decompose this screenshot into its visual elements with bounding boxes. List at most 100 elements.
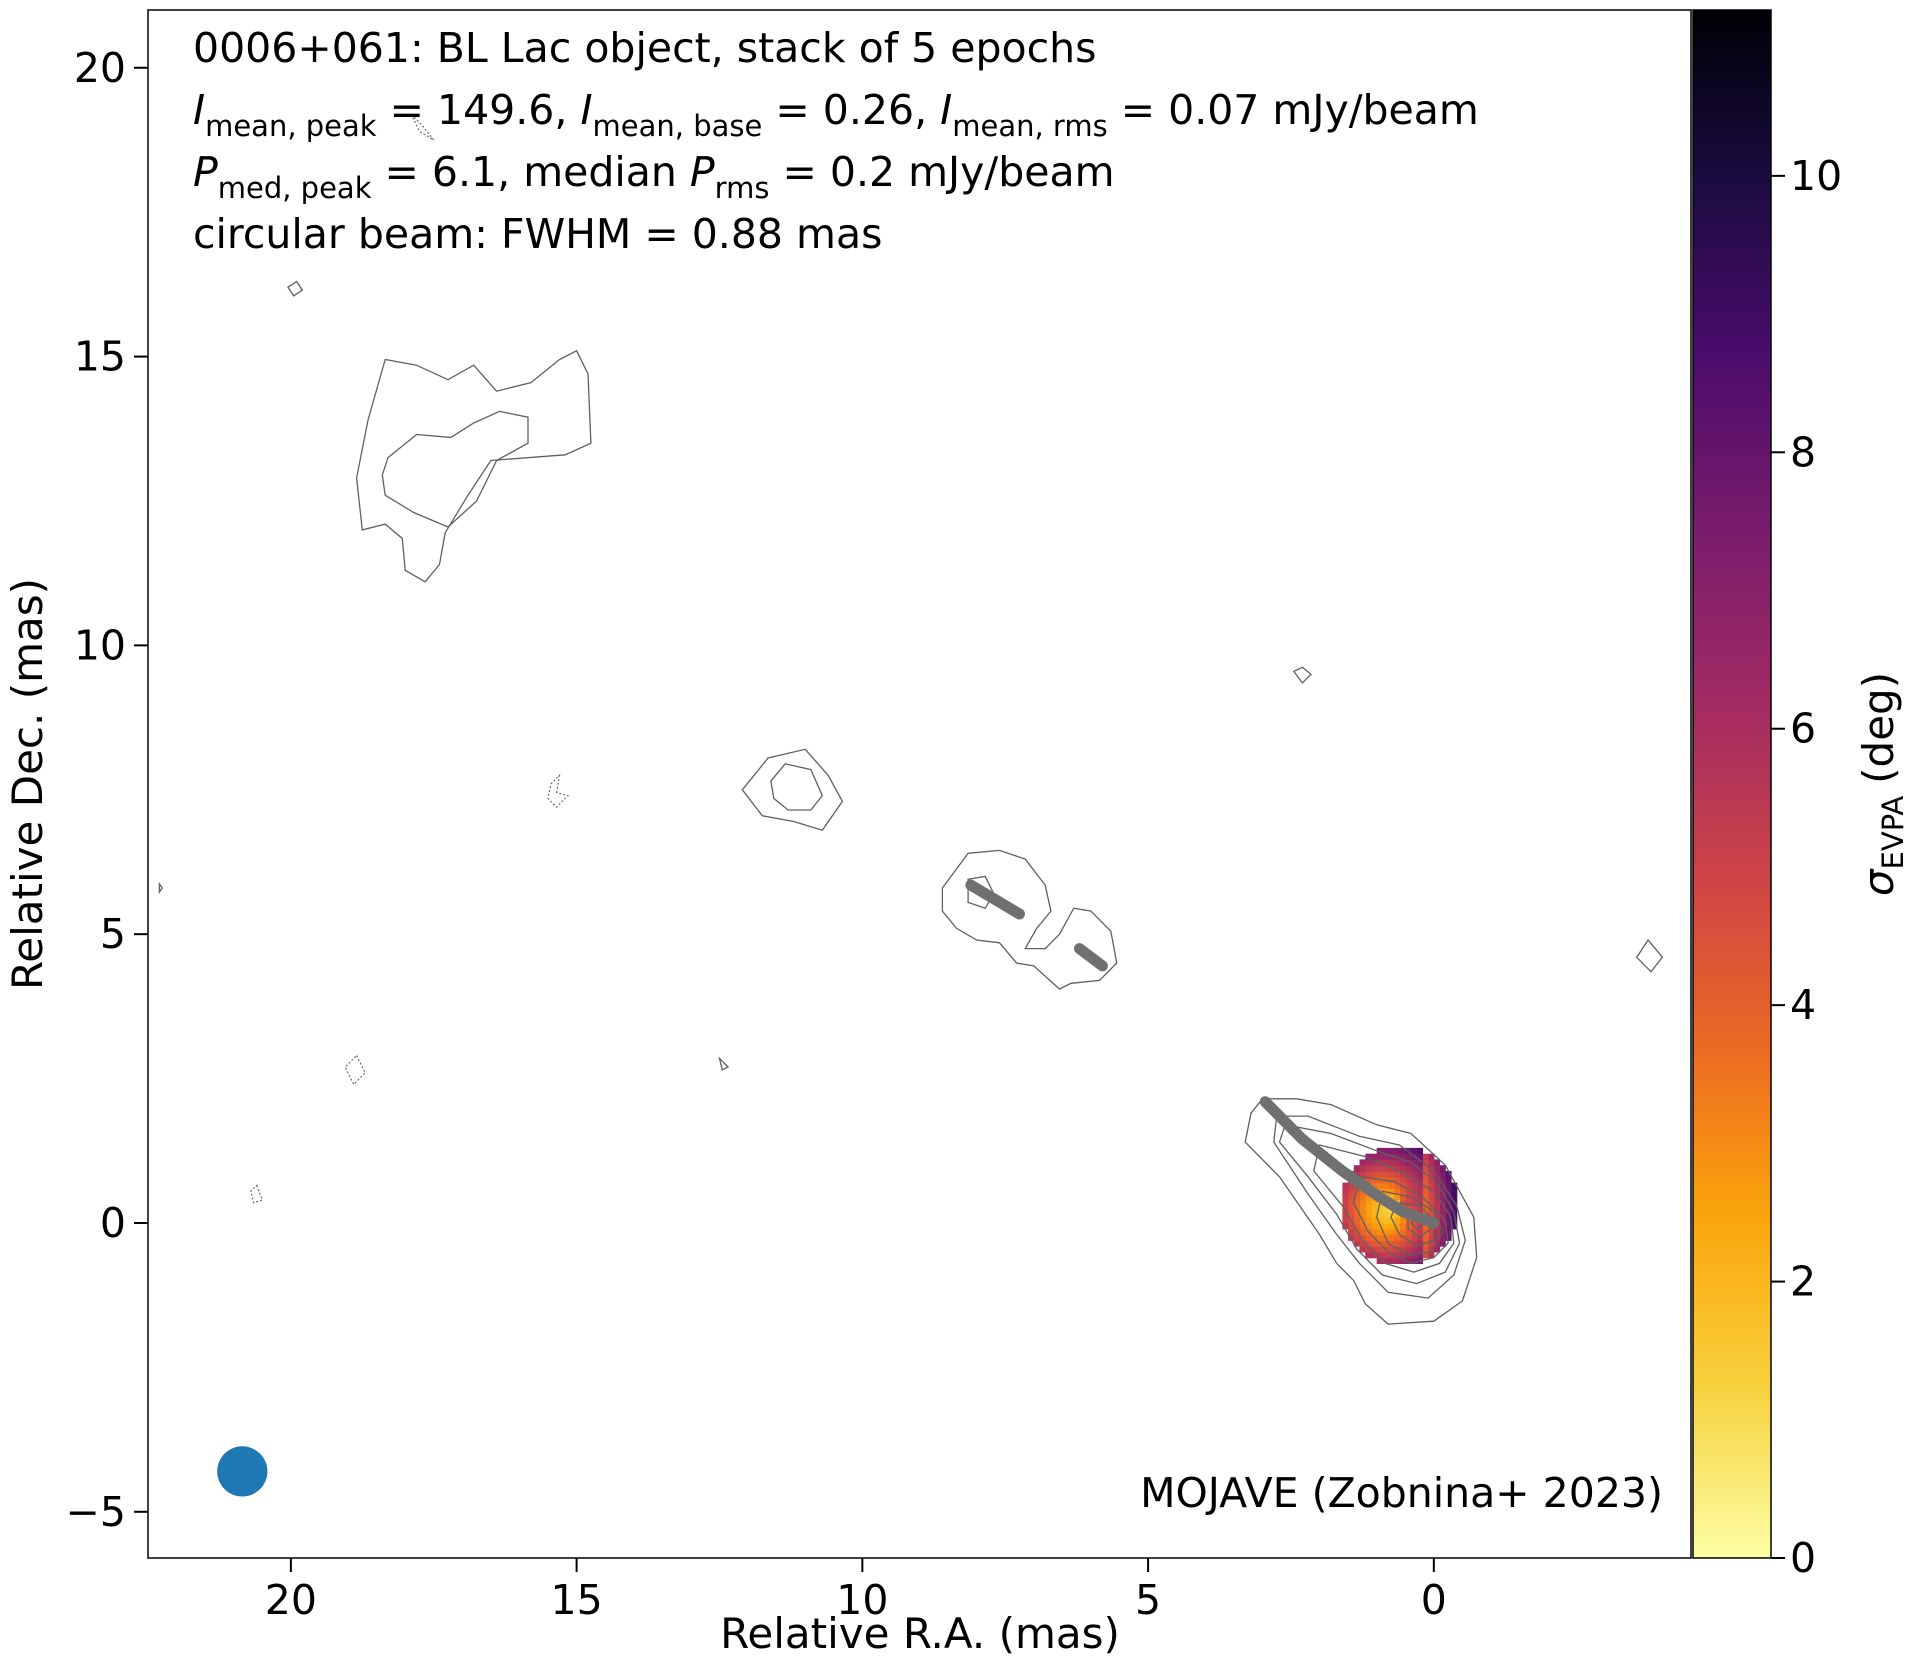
contour-line-negative — [410, 113, 435, 141]
sigma-evpa-pixel — [1371, 1176, 1378, 1184]
sigma-evpa-pixel — [1433, 1194, 1441, 1201]
sigma-evpa-pixel — [1422, 1251, 1429, 1259]
y-axis-ticks: −5 0 5 10 15 20 — [66, 44, 148, 1536]
sigma-evpa-pixel — [1428, 1171, 1435, 1178]
sigma-evpa-pixel — [1433, 1171, 1441, 1178]
sigma-evpa-pixel — [1388, 1234, 1395, 1241]
sigma-evpa-pixel — [1376, 1217, 1383, 1224]
sigma-evpa-pixel — [1393, 1194, 1401, 1201]
sigma-evpa-pixel — [1399, 1165, 1406, 1172]
evpa-segment — [1074, 943, 1108, 972]
beam-marker — [217, 1446, 268, 1497]
sigma-evpa-pixel — [1393, 1153, 1401, 1161]
contour-line — [1635, 938, 1664, 973]
info-line-part: = 0.07 mJy/beam — [1108, 86, 1479, 134]
y-tick-label: 15 — [74, 333, 126, 381]
sigma-evpa-pixel — [1428, 1194, 1435, 1201]
sigma-evpa-pixel — [1433, 1199, 1441, 1207]
sigma-evpa-pixel — [1388, 1211, 1395, 1218]
sigma-evpa-pixel — [1365, 1171, 1372, 1178]
sigma-evpa-pixel — [1439, 1205, 1446, 1213]
sigma-evpa-pixel — [1439, 1211, 1446, 1218]
sigma-evpa-pixel — [1342, 1199, 1349, 1207]
sigma-evpa-pixel — [1382, 1251, 1389, 1259]
sigma-evpa-pixel — [1411, 1165, 1418, 1172]
sigma-evpa-pixel — [1342, 1188, 1349, 1195]
sigma-evpa-pixel — [1428, 1228, 1435, 1236]
sigma-evpa-pixel — [1388, 1159, 1395, 1166]
sigma-evpa-pixel — [1422, 1199, 1429, 1207]
sigma-evpa-pixel — [1359, 1199, 1366, 1207]
sigma-evpa-pixel — [1388, 1147, 1395, 1155]
sigma-evpa-pixel — [1393, 1234, 1401, 1241]
y-tick-label: 10 — [74, 621, 126, 669]
sigma-evpa-pixel — [1342, 1223, 1349, 1230]
info-line-part: rms — [715, 171, 770, 205]
sigma-evpa-pixel — [1382, 1223, 1389, 1230]
info-line-part: P — [690, 148, 715, 196]
sigma-evpa-pixel — [1445, 1176, 1452, 1184]
sigma-evpa-pixel — [1405, 1240, 1412, 1247]
sigma-evpa-pixel — [1428, 1188, 1435, 1195]
contour-line — [1278, 1124, 1461, 1285]
sigma-evpa-pixel — [1439, 1240, 1446, 1247]
sigma-evpa-pixel — [1342, 1205, 1349, 1213]
sigma-evpa-pixel — [1371, 1217, 1378, 1224]
sigma-evpa-pixel — [1371, 1251, 1378, 1259]
sigma-evpa-pixel — [1445, 1223, 1452, 1230]
sigma-evpa-pixel — [1342, 1211, 1349, 1218]
sigma-evpa-pixel — [1388, 1176, 1395, 1184]
sigma-evpa-pixel — [1359, 1165, 1366, 1172]
sigma-evpa-pixel — [1359, 1223, 1366, 1230]
sigma-evpa-pixel — [1411, 1240, 1418, 1247]
info-line-part: 0006+061: BL Lac object, stack of 5 epoc… — [193, 24, 1097, 72]
sigma-evpa-pixel — [1399, 1240, 1406, 1247]
sigma-evpa-pixel — [1405, 1182, 1412, 1189]
sigma-evpa-pixel — [1439, 1223, 1446, 1230]
sigma-evpa-pixel — [1451, 1188, 1458, 1195]
sigma-evpa-pixel — [1433, 1188, 1441, 1195]
sigma-evpa-pixel — [1405, 1199, 1412, 1207]
sigma-evpa-pixel — [1348, 1182, 1355, 1189]
sigma-evpa-pixel — [1416, 1251, 1423, 1259]
sigma-evpa-pixel — [1399, 1171, 1406, 1178]
sigma-evpa-pixel — [1393, 1147, 1401, 1155]
sigma-evpa-pixel — [1411, 1182, 1418, 1189]
sigma-evpa-pixel — [1445, 1182, 1452, 1189]
sigma-evpa-pixel — [1371, 1228, 1378, 1236]
sigma-evpa-pixel — [1445, 1205, 1452, 1213]
sigma-evpa-pixel — [1382, 1205, 1389, 1213]
sigma-evpa-pixel — [1428, 1182, 1435, 1189]
sigma-evpa-pixel — [1433, 1165, 1441, 1172]
info-line-part: I — [193, 86, 205, 134]
sigma-evpa-pixel — [1428, 1240, 1435, 1247]
y-tick-label: 0 — [100, 1199, 126, 1247]
contour-line — [1273, 1115, 1466, 1299]
sigma-evpa-pixel — [1365, 1211, 1372, 1218]
sigma-evpa-pixel — [1445, 1171, 1452, 1178]
sigma-evpa-pixel — [1416, 1194, 1423, 1201]
sigma-evpa-pixel — [1371, 1240, 1378, 1247]
sigma-evpa-pixel — [1439, 1194, 1446, 1201]
colorbar — [1692, 9, 1772, 1559]
sigma-evpa-pixel — [1353, 1234, 1361, 1241]
sigma-evpa-pixel — [1376, 1205, 1383, 1213]
sigma-evpa-pixel — [1416, 1153, 1423, 1161]
sigma-evpa-pixel — [1399, 1194, 1406, 1201]
sigma-evpa-pixel — [1411, 1234, 1418, 1241]
sigma-evpa-pixel — [1365, 1240, 1372, 1247]
contour-line-negative — [250, 1184, 264, 1204]
sigma-evpa-pixel — [1439, 1165, 1446, 1172]
sigma-evpa-pixel — [1393, 1257, 1401, 1264]
sigma-evpa-pixel — [1353, 1194, 1361, 1201]
sigma-evpa-pixel — [1433, 1211, 1441, 1218]
sigma-evpa-pixel — [1382, 1182, 1389, 1189]
sigma-evpa-pixel — [1405, 1171, 1412, 1178]
info-line-part: mean, base — [593, 109, 763, 143]
sigma-evpa-pixel — [1365, 1165, 1372, 1172]
sigma-evpa-pixel — [1428, 1251, 1435, 1259]
sigma-evpa-pixel — [1451, 1205, 1458, 1213]
sigma-evpa-pixel — [1433, 1246, 1441, 1253]
sigma-evpa-pixel — [1382, 1171, 1389, 1178]
sigma-evpa-pixel — [1428, 1211, 1435, 1218]
